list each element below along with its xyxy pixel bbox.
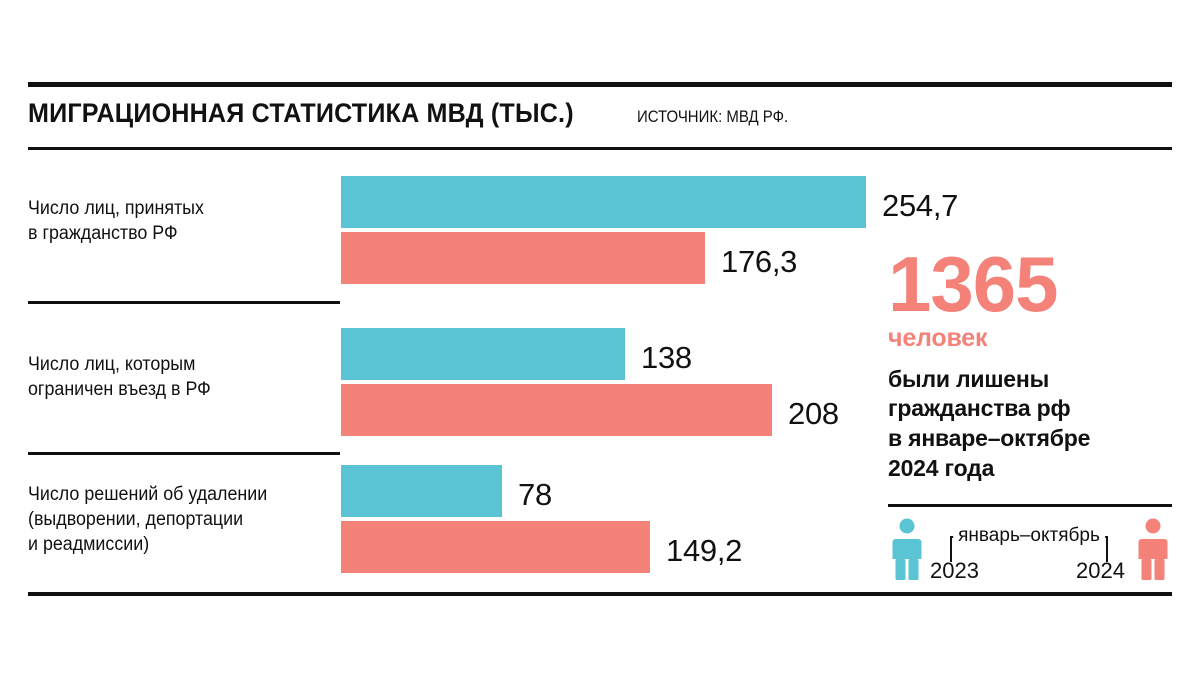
- bar-group-1: Число лиц, принятых в гражданство РФ 254…: [0, 160, 958, 300]
- group-separator-1: [28, 301, 340, 304]
- person-icon-2023: [892, 518, 922, 580]
- bar-group-3: Число решений об удалении (выдворении, д…: [0, 462, 880, 592]
- top-rule: [28, 82, 1172, 87]
- category-label-2: Число лиц, которым ограничен въезд в РФ: [28, 354, 211, 401]
- bar-value-2024-group-3: 149,2: [666, 533, 743, 568]
- group-separator-2: [28, 452, 340, 455]
- bar-value-2023-group-2: 138: [641, 340, 692, 375]
- bar-group-2: Число лиц, которым ограничен въезд в РФ …: [0, 316, 880, 456]
- highlight-panel: 1365 человек были лишены гражданства рф …: [888, 240, 1178, 485]
- category-label-3: Число решений об удалении (выдворении, д…: [28, 484, 268, 556]
- highlight-description-line-3: в январе–октябре: [888, 425, 1091, 452]
- bar-2024-group-3: [341, 521, 650, 573]
- bar-2024-group-2: [341, 384, 772, 436]
- legend-year-2024: 2024: [1076, 558, 1125, 583]
- highlight-description-line-1: были лишены: [888, 365, 1050, 392]
- legend: январь–октябрь 2023 2024: [888, 514, 1172, 586]
- highlight-description-line-4: 2024 года: [888, 455, 995, 482]
- bottom-rule: [28, 592, 1172, 596]
- bar-chart: Число лиц, принятых в гражданство РФ 254…: [0, 160, 958, 592]
- bar-value-2024-group-1: 176,3: [721, 244, 798, 279]
- highlight-description: были лишены гражданства рф в январе–октя…: [888, 365, 1178, 485]
- bar-2023-group-3: [341, 465, 502, 517]
- bar-2023-group-2: [341, 328, 625, 380]
- highlight-number: 1365: [888, 240, 1059, 328]
- highlight-unit: человек: [888, 323, 988, 352]
- bar-2024-group-1: [341, 232, 705, 284]
- period-bracket: январь–октябрь: [950, 525, 1108, 562]
- bar-value-2023-group-1: 254,7: [882, 188, 959, 223]
- source-note: ИСТОЧНИК: МВД РФ.: [636, 107, 788, 126]
- header: МИГРАЦИОННАЯ СТАТИСТИКА МВД (ТЫС.) ИСТОЧ…: [28, 98, 809, 140]
- legend-year-2023: 2023: [930, 558, 979, 583]
- person-icon-2024: [1138, 518, 1168, 580]
- bar-2023-group-1: [341, 176, 866, 228]
- legend-divider: [888, 504, 1172, 507]
- category-label-1: Число лиц, принятых в гражданство РФ: [28, 198, 204, 245]
- bar-value-2024-group-2: 208: [788, 396, 839, 431]
- title-rule: [28, 147, 1172, 150]
- highlight-description-line-2: гражданства рф: [888, 395, 1071, 422]
- page-title: МИГРАЦИОННАЯ СТАТИСТИКА МВД (ТЫС.): [28, 98, 574, 128]
- bar-value-2023-group-3: 78: [518, 477, 552, 512]
- period-label: январь–октябрь: [953, 525, 1105, 547]
